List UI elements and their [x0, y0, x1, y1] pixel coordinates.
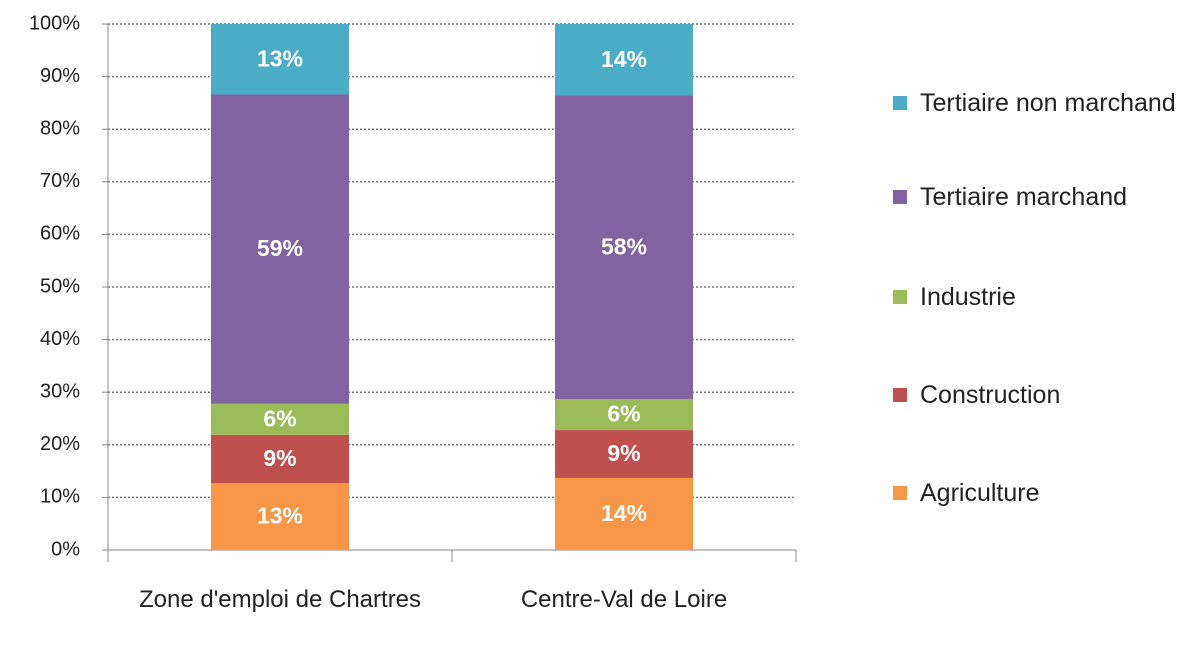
data-label: 13%: [257, 503, 303, 529]
bar-segment: [211, 403, 349, 435]
legend-swatch: [893, 290, 907, 304]
data-label: 59%: [257, 235, 303, 261]
y-tick-label: 40%: [40, 328, 80, 350]
y-tick-label: 30%: [40, 380, 80, 402]
legend-label: Construction: [920, 381, 1061, 409]
data-label: 14%: [601, 46, 647, 72]
data-label: 6%: [263, 405, 296, 431]
x-tick-label: Zone d'emploi de Chartres: [138, 586, 422, 613]
legend-swatch: [893, 96, 907, 110]
legend-swatch: [893, 190, 907, 204]
legend-label: Industrie: [920, 283, 1016, 311]
y-tick-label: 80%: [40, 117, 80, 139]
y-tick-label: 20%: [40, 433, 80, 455]
y-tick-label: 70%: [40, 170, 80, 192]
bar-segment: [555, 430, 693, 478]
data-label: 9%: [263, 445, 296, 471]
legend-label: Agriculture: [920, 479, 1040, 507]
bar-segment: [555, 24, 693, 96]
y-tick-label: 60%: [40, 223, 80, 245]
legend-item: Tertiaire marchand: [893, 179, 1193, 215]
legend-item: Industrie: [893, 279, 1193, 315]
bar-segment: [211, 94, 349, 404]
bar-segment: [211, 434, 349, 484]
bar-segment: [555, 95, 693, 400]
y-tick-label: 0%: [51, 538, 80, 560]
data-label: 14%: [601, 500, 647, 526]
data-label: 58%: [601, 233, 647, 259]
bar-segment: [555, 399, 693, 431]
bar-segment: [211, 24, 349, 95]
legend-label: Tertiaire non marchand: [920, 89, 1176, 117]
y-tick-label: 50%: [40, 275, 80, 297]
legend-item: Tertiaire non marchand: [893, 85, 1193, 121]
y-tick-label: 90%: [40, 65, 80, 87]
y-tick-label: 10%: [40, 486, 80, 508]
legend-swatch: [893, 388, 907, 402]
y-tick-label: 100%: [29, 12, 80, 34]
legend-swatch: [893, 486, 907, 500]
data-label: 9%: [607, 440, 640, 466]
bar-segment: [555, 477, 693, 550]
legend-item: Construction: [893, 377, 1193, 413]
legend-item: Agriculture: [893, 475, 1193, 511]
x-tick-label: Centre-Val de Loire: [520, 586, 728, 613]
bar-segment: [211, 483, 349, 550]
data-label: 6%: [607, 401, 640, 427]
data-label: 13%: [257, 45, 303, 71]
legend-label: Tertiaire marchand: [920, 183, 1128, 211]
